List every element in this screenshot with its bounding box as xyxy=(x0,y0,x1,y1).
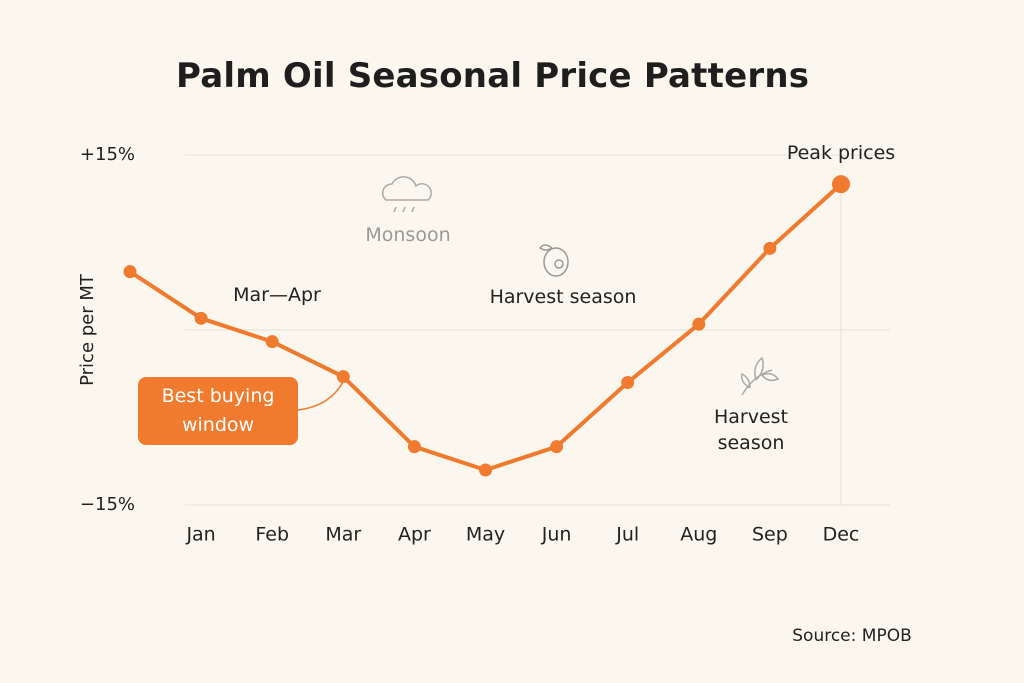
point xyxy=(407,440,421,454)
cloud-icon xyxy=(381,176,432,213)
annotation: Monsoon xyxy=(365,224,451,246)
point xyxy=(692,317,706,331)
point xyxy=(194,311,208,325)
y-tick-label: +15% xyxy=(80,144,135,165)
y-axis-label: Price per MT xyxy=(77,273,98,386)
source-note: Source: MPOB xyxy=(792,626,912,646)
x-tick-label: Jun xyxy=(541,524,572,546)
point xyxy=(621,376,635,389)
point xyxy=(123,265,137,279)
point xyxy=(550,440,564,454)
point xyxy=(832,175,850,194)
point xyxy=(265,335,279,349)
x-tick-label: Apr xyxy=(398,524,431,546)
fruit-icon xyxy=(538,244,569,277)
x-tick-label: Sep xyxy=(752,524,788,546)
x-tick-label: Jan xyxy=(185,524,215,546)
x-tick-label: Jul xyxy=(615,524,639,546)
annotation: Peak prices xyxy=(786,142,896,164)
chart-title: Palm Oil Seasonal Price Patterns xyxy=(176,56,810,96)
annotation: Harvest season xyxy=(713,406,789,454)
x-tick-label: Mar xyxy=(325,524,361,546)
leaf-icon xyxy=(740,356,780,396)
callout-box: Best buying window xyxy=(138,377,298,445)
annotation: Harvest season xyxy=(489,286,637,308)
point xyxy=(336,370,350,384)
annotation: Mar—Apr xyxy=(233,284,321,306)
x-tick-label: May xyxy=(466,524,505,546)
x-tick-label: Dec xyxy=(823,524,860,546)
y-tick-label: −15% xyxy=(80,494,135,515)
x-tick-label: Feb xyxy=(255,524,289,546)
callout-connector xyxy=(297,377,346,411)
x-tick-label: Aug xyxy=(680,524,717,546)
point xyxy=(763,241,777,255)
point xyxy=(479,463,492,477)
